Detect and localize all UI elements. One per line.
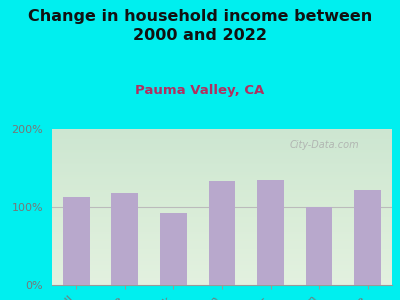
Bar: [354, 190, 381, 285]
Bar: [63, 197, 90, 285]
Text: Change in household income between
2000 and 2022: Change in household income between 2000 …: [28, 9, 372, 43]
Bar: [160, 213, 187, 285]
Text: Pauma Valley, CA: Pauma Valley, CA: [135, 84, 265, 97]
Bar: [112, 193, 138, 285]
Bar: [306, 207, 332, 285]
Bar: [257, 180, 284, 285]
Bar: [209, 181, 235, 285]
Text: City-Data.com: City-Data.com: [290, 140, 360, 150]
